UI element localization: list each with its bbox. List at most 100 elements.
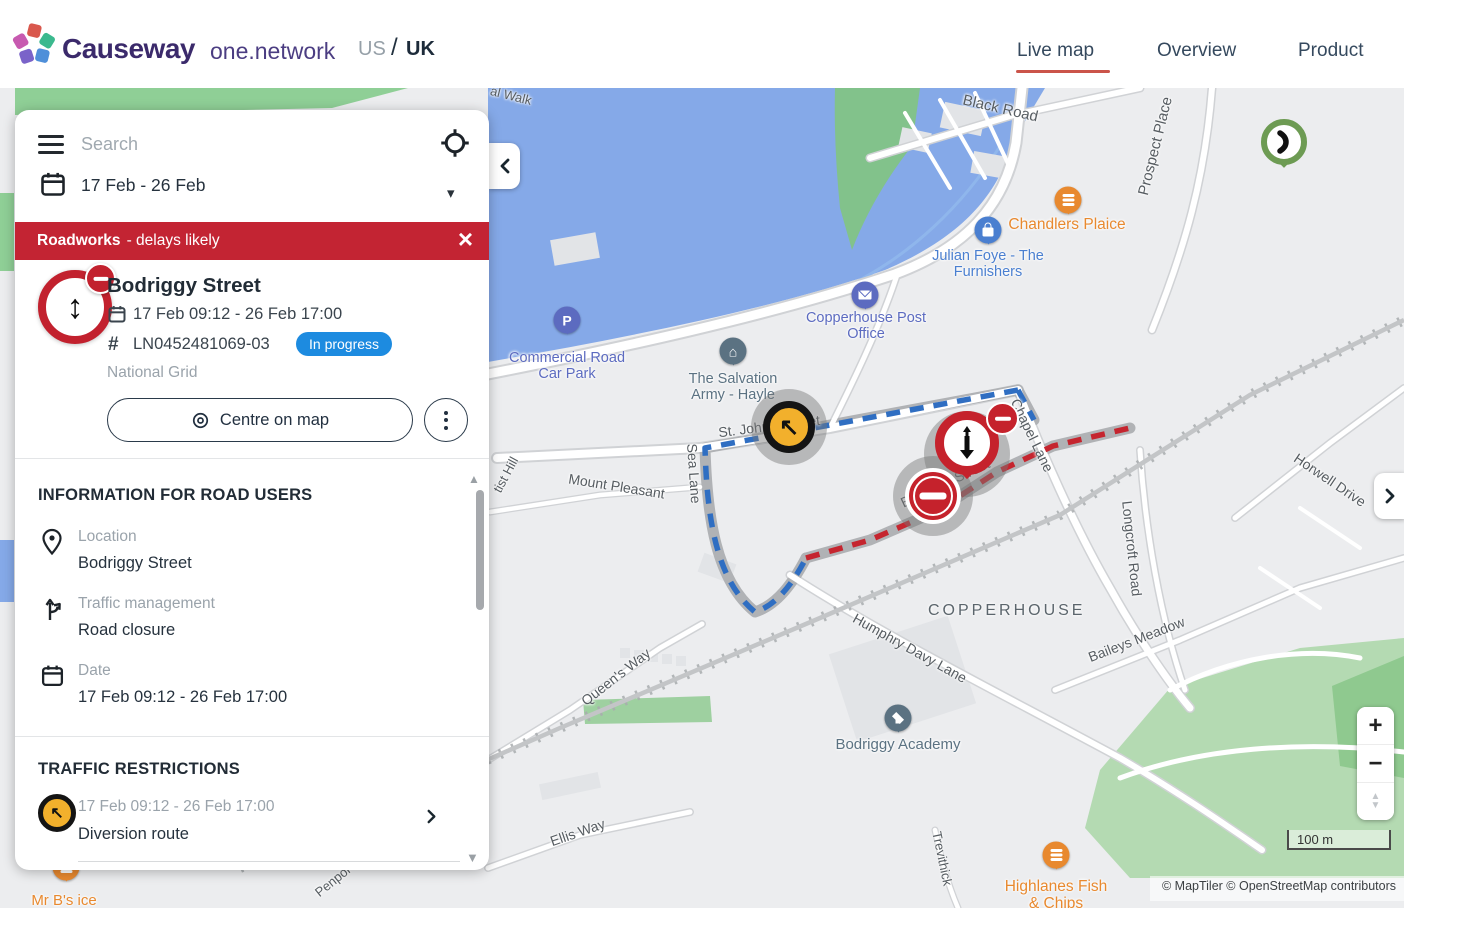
road-closure-marker[interactable] [934,411,1000,489]
locale-us[interactable]: US [358,38,386,60]
food-icon [1050,853,1062,857]
poi-label: Copperhouse Post Office [805,310,927,343]
centre-on-map-label: Centre on map [219,410,330,429]
info-section-heading: INFORMATION FOR ROAD USERS [38,486,313,504]
diversion-sign-marker[interactable]: ↖ [763,401,815,453]
julian-foye-pin[interactable] [974,216,1002,244]
incident-reference: LN0452481069-03 [133,335,270,353]
zoom-controls: + − ▲ ▼ [1357,707,1394,820]
roadworks-alert-banner: Roadworks - delays likely × [15,222,489,260]
location-pin-icon [42,528,62,556]
chevron-left-icon [500,158,509,174]
pitch-down-icon: ▼ [1370,799,1381,811]
brand-suffix[interactable]: one.network [210,38,336,64]
map-scale-bar: 100 m [1287,830,1391,850]
building-icon: ⌂ [728,343,738,359]
food-icon [1062,198,1074,202]
scroll-up-icon[interactable]: ▲ [468,472,480,486]
road-bend-marker[interactable] [1260,119,1308,177]
envelope-icon [858,290,872,300]
sidebar-panel: 17 Feb - 26 Feb ▾ Roadworks - delays lik… [15,110,489,870]
no-entry-marker[interactable] [905,468,961,524]
traffic-management-icon [45,598,61,620]
poi-label: Commercial Road Car Park [508,350,626,383]
info-item-value: Bodriggy Street [78,554,192,572]
salvation-army-pin[interactable]: ⌂ [719,337,747,365]
zoom-out-button[interactable]: − [1357,745,1394,783]
graduation-cap-icon [891,712,906,725]
map-attribution: © MapTiler © OpenStreetMap contributors [1149,876,1404,901]
date-range-filter[interactable]: 17 Feb - 26 Feb [81,175,206,195]
basemap [0,88,1404,908]
divider [15,458,489,459]
nav-active-underline [1016,70,1110,73]
chandlers-plaice-pin[interactable] [1054,186,1082,214]
bend-disc [1261,119,1307,165]
calendar-icon [41,665,64,687]
two-way-arrows-icon [960,426,974,459]
chevron-right-icon [1385,488,1394,504]
status-badge: In progress [296,332,393,356]
zoom-in-button[interactable]: + [1357,707,1394,745]
poi-label: Highlanes Fish & Chips [1004,878,1108,908]
header: Causeway one.network US / UK Live map Ov… [0,0,1461,88]
restriction-label: Diversion route [78,825,189,843]
info-item-label: Traffic management [78,595,215,612]
incident-organisation: National Grid [107,364,198,381]
caret-down-icon[interactable]: ▾ [447,185,455,202]
info-item-label: Date [78,662,111,679]
locale-uk[interactable]: UK [406,38,435,60]
chevron-right-icon[interactable] [425,808,438,825]
divider [78,861,460,862]
divider [15,736,489,737]
nav-product[interactable]: Product [1298,40,1364,61]
diversion-arrow-icon: ↖ [778,413,800,441]
more-options-button[interactable] [424,398,468,442]
info-item-value: Road closure [78,621,176,639]
search-input[interactable] [79,126,413,162]
nav-overview[interactable]: Overview [1157,40,1237,61]
alert-title: Roadworks [37,232,121,249]
car-park-pin[interactable]: P [553,306,581,334]
menu-icon[interactable] [38,135,64,158]
shopping-bag-icon [982,222,994,237]
calendar-icon [108,306,126,323]
post-office-pin[interactable] [851,281,879,309]
parking-icon: P [562,312,572,328]
pitch-control-button[interactable]: ▲ ▼ [1357,783,1394,820]
highlanes-fish-chips-pin[interactable] [1042,841,1070,869]
locale-divider: / [391,34,398,61]
scrollbar[interactable] [476,490,484,610]
brand-name[interactable]: Causeway [62,33,195,64]
bodriggy-academy-pin[interactable] [884,704,912,732]
scroll-down-icon[interactable]: ▼ [466,850,479,865]
causeway-logo-icon[interactable] [12,22,58,68]
poi-label: Chandlers Plaice [1008,216,1126,233]
calendar-icon [41,172,65,196]
pitch-up-icon: ▲ [1370,791,1381,802]
closure-disc [935,411,999,475]
centre-on-map-button[interactable]: Centre on map [107,398,413,442]
nav-live-map[interactable]: Live map [1017,40,1095,61]
restrictions-section-heading: TRAFFIC RESTRICTIONS [38,760,240,778]
no-entry-badge-icon [85,263,116,294]
info-item-value: 17 Feb 09:12 - 26 Feb 17:00 [78,688,288,706]
diversion-arrow-icon: ↖ [50,805,64,822]
incident-title: Bodriggy Street [107,274,261,297]
alert-subtitle: - delays likely [126,232,220,249]
hash-icon: # [108,334,119,355]
diversion-sign-icon: ↖ [38,794,76,832]
sidebar-collapse-button[interactable] [489,143,520,189]
poi-label: Bodriggy Academy [835,736,961,753]
no-entry-bar [919,492,947,500]
incident-date-range: 17 Feb 09:12 - 26 Feb 17:00 [133,305,343,323]
restriction-date: 17 Feb 09:12 - 26 Feb 17:00 [78,798,275,815]
panel-expand-button[interactable] [1374,473,1404,519]
info-item-label: Location [78,528,137,545]
locate-icon[interactable] [440,128,470,158]
poi-label: Mr B's ice [31,892,97,908]
no-entry-badge-icon [986,402,1019,435]
two-way-arrows-icon: ↕ [66,288,84,326]
close-icon[interactable]: × [457,224,473,254]
